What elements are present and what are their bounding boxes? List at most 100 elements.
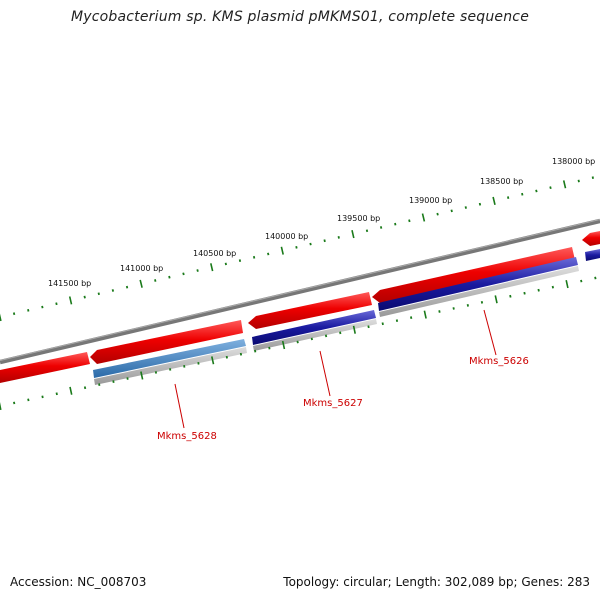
inner-scale-tick (0, 402, 2, 411)
outer-scale-tick (464, 206, 467, 209)
inner-scale-tick (466, 304, 469, 307)
outer-scale-tick (210, 263, 214, 272)
outer-scale-tick (394, 222, 397, 226)
outer-scale-tick (267, 252, 270, 256)
inner-scale-tick (480, 301, 484, 304)
inner-scale-tick (27, 398, 30, 402)
inner-scale-tick (225, 355, 228, 359)
gene-labels: Mkms_5628 Mkms_5627 Mkms_5626 (157, 356, 529, 442)
outer-scale-tick (436, 212, 439, 216)
outer-scale-tick (154, 279, 157, 282)
outer-scale-tick (280, 246, 284, 255)
outer-scale-tick (224, 262, 227, 266)
outer-scale-tick (379, 226, 383, 229)
outer-scale-tick (97, 292, 100, 296)
inner-scale-tick (537, 288, 540, 292)
inner-scale-tick (140, 371, 144, 380)
outer-scale-tick (408, 219, 411, 223)
outer-scale-tick (27, 309, 30, 312)
inner-scale-tick (310, 337, 313, 341)
outer-scale-tick (0, 313, 2, 322)
scale-label-141000: 141000 bp (120, 264, 163, 273)
topology-info-text: Topology: circular; Length: 302,089 bp; … (283, 575, 590, 589)
outer-scale-tick (125, 285, 129, 289)
outer-scale-tick (68, 296, 73, 305)
outer-scale-tick (182, 272, 185, 276)
gene-label-mkms5628[interactable]: Mkms_5628 (157, 431, 217, 442)
outer-scale-tick (168, 275, 171, 279)
gene-label-mkms5627[interactable]: Mkms_5627 (303, 398, 363, 409)
inner-scale-tick (169, 368, 172, 371)
inner-scale-tick (339, 331, 342, 335)
outer-scale-tick (295, 246, 298, 249)
inner-scale-tick (211, 356, 215, 365)
outer-scale-tick (478, 202, 482, 206)
cds-arrow[interactable] (372, 247, 575, 303)
inner-scale-tick (352, 325, 356, 334)
scale-label-139000: 139000 bp (409, 196, 452, 205)
cds-arrow[interactable] (582, 231, 600, 246)
gene-label-mkms5626[interactable]: Mkms_5626 (469, 356, 529, 367)
outer-scale-tick (309, 242, 312, 246)
gene-bar-next[interactable] (585, 249, 600, 261)
backbone (0, 218, 600, 365)
inner-scale-tick (509, 294, 512, 298)
scale-label-140500: 140500 bp (193, 249, 236, 258)
cds-track (0, 231, 600, 383)
outer-scale-tick (521, 192, 524, 196)
outer-scale-tick (196, 269, 199, 272)
inner-scale-tick (112, 380, 115, 383)
inner-scale-tick (13, 401, 16, 405)
cds-arrow[interactable] (90, 320, 243, 364)
map-title: Mycobacterium sp. KMS plasmid pMKMS01, c… (70, 9, 530, 25)
outer-scale-ticks (0, 176, 594, 322)
gene-bar-mkms5627[interactable] (252, 310, 376, 345)
inner-scale-tick (395, 319, 399, 322)
inner-scale-tick (239, 352, 243, 356)
inner-scale-tick (381, 322, 384, 326)
outer-scale-tick (450, 209, 453, 213)
outer-scale-tick (323, 239, 326, 243)
inner-scale-tick (410, 316, 413, 319)
gene-track (93, 249, 600, 378)
inner-scale-tick (324, 334, 328, 338)
gene-bar-mkms5628[interactable] (93, 339, 246, 378)
outer-scale-tick (365, 229, 369, 233)
inner-scale-tick (551, 285, 554, 289)
outer-scale-tick (337, 236, 340, 239)
cds-arrow[interactable] (248, 292, 372, 329)
outer-scale-tick (41, 305, 44, 309)
outer-scale-labels: 141500 bp 141000 bp 140500 bp 140000 bp … (48, 157, 595, 288)
inner-scale-tick (438, 310, 441, 313)
inner-scale-tick (594, 276, 597, 280)
inner-scale-tick (69, 386, 73, 395)
scale-label-139500: 139500 bp (337, 214, 380, 223)
gene-leaders (174, 309, 497, 429)
inner-scale-tick (494, 295, 498, 304)
scale-label-138000: 138000 bp (552, 157, 595, 166)
outer-scale-tick (507, 196, 510, 199)
inner-scale-tick (183, 365, 186, 368)
inner-scale-tick (296, 340, 299, 344)
inner-scale-tick (83, 386, 87, 390)
inner-scale-tick (55, 392, 58, 396)
scale-label-138500: 138500 bp (480, 177, 523, 186)
outer-scale: 141500 bp 141000 bp 140500 bp 140000 bp … (0, 157, 595, 322)
scale-label-140000: 140000 bp (265, 232, 308, 241)
inner-scale-tick (98, 383, 101, 386)
outer-scale-tick (55, 302, 58, 306)
inner-scale (0, 276, 597, 411)
inner-scale-tick (580, 279, 583, 283)
outer-scale-tick (111, 289, 115, 292)
outer-scale-tick (139, 279, 143, 288)
outer-scale-tick (351, 230, 355, 239)
gene-bar-mkms5626[interactable] (378, 257, 578, 311)
inner-scale-tick (423, 310, 427, 319)
cds-arrow[interactable] (0, 352, 90, 383)
outer-scale-tick (577, 179, 580, 183)
outer-scale-tick (421, 213, 426, 222)
gc-track (94, 266, 579, 385)
inner-scale-tick (523, 291, 526, 295)
outer-scale-tick (549, 186, 552, 190)
